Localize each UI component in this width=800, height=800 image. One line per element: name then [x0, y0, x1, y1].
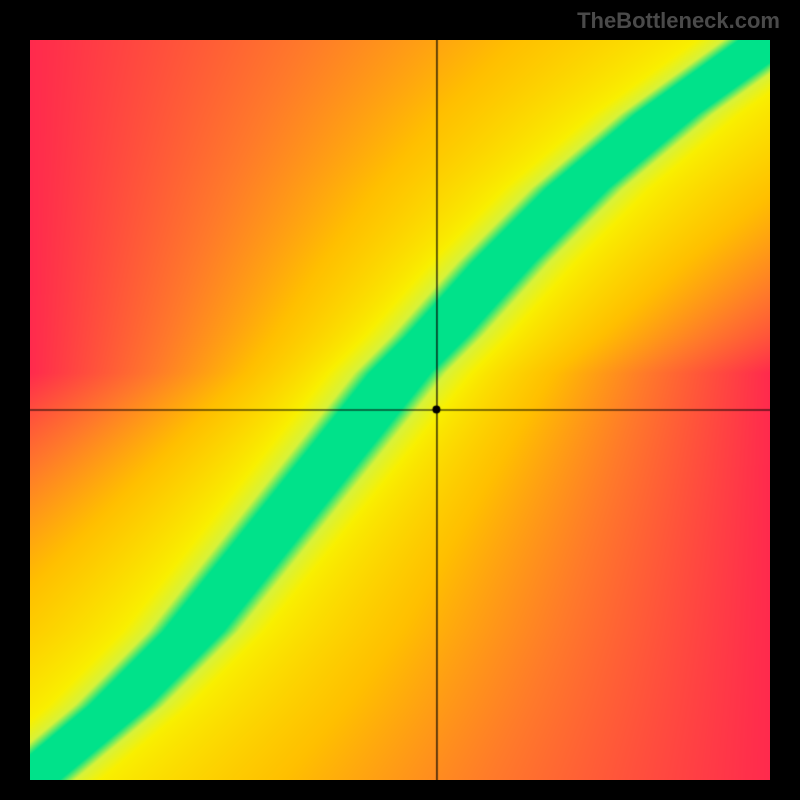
plot-area	[30, 40, 770, 780]
attribution-text: TheBottleneck.com	[577, 8, 780, 34]
chart-container: TheBottleneck.com	[0, 0, 800, 800]
heatmap-canvas	[30, 40, 770, 780]
